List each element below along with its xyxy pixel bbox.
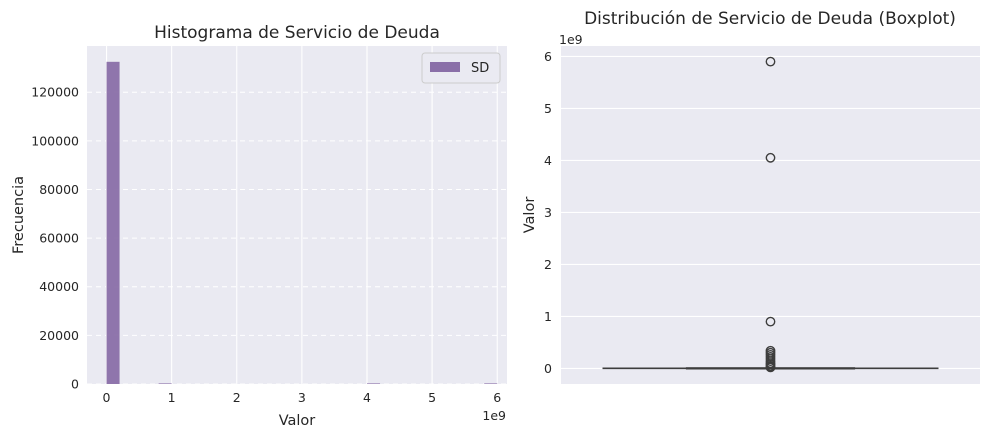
histogram-x-offset-label: 1e9 — [482, 408, 506, 423]
histogram-x-tick-label: 1 — [168, 390, 176, 405]
histogram-bar — [367, 383, 381, 384]
legend-frame — [421, 52, 501, 84]
boxplot-chart: 0 1 2 3 4 5 6 Distribución de Servicio de Deud… — [522, 9, 980, 384]
boxplot-y-tick-label: 2 — [544, 257, 552, 272]
histogram-y-tick-label: 60000 — [39, 231, 79, 246]
histogram-y-tick-label: 100000 — [31, 133, 79, 148]
histogram-y-tick-label: 40000 — [39, 279, 79, 294]
histogram-y-tick-label: 80000 — [39, 182, 79, 197]
histogram-chart: 0 1 2 3 4 5 6 0 20000 40000 60000 80000 100000 12000… — [11, 23, 507, 429]
histogram-x-tick-label: 0 — [103, 390, 111, 405]
histogram-x-tick-label: 4 — [363, 390, 371, 405]
boxplot-y-tick-label: 4 — [544, 153, 552, 168]
histogram-y-tick-label: 20000 — [39, 328, 79, 343]
boxplot-outlier-point — [765, 152, 776, 163]
histogram-plot-area — [87, 46, 507, 384]
boxplot-title: Distribución de Servicio de Deuda (Boxpl… — [584, 9, 956, 29]
histogram-y-ticks: 0 20000 40000 60000 80000 100000 120000 — [31, 85, 79, 392]
histogram-x-ticks: 0 1 2 3 4 5 6 — [103, 390, 502, 405]
boxplot-plot-area — [561, 46, 980, 384]
boxplot-y-tick-label: 6 — [544, 49, 552, 64]
boxplot-y-ticks: 0 1 2 3 4 5 6 — [544, 49, 552, 376]
histogram-y-tick-label: 0 — [71, 377, 79, 392]
histogram-bar — [158, 383, 172, 384]
histogram-legend: SD — [421, 52, 501, 84]
boxplot-y-tick-label: 5 — [544, 101, 552, 116]
histogram-bar — [106, 61, 120, 384]
histogram-x-tick-label: 3 — [298, 390, 306, 405]
boxplot-y-tick-label: 1 — [544, 309, 552, 324]
histogram-y-tick-label: 120000 — [31, 85, 79, 100]
boxplot-outlier-point — [765, 56, 776, 67]
boxplot-y-tick-label: 0 — [544, 361, 552, 376]
histogram-bars — [106, 61, 498, 384]
histogram-x-tick-label: 5 — [428, 390, 436, 405]
histogram-bar — [484, 383, 498, 384]
legend-swatch-sd — [430, 62, 460, 72]
histogram-x-tick-label: 6 — [493, 390, 501, 405]
boxplot-outliers — [765, 56, 776, 373]
boxplot-y-tick-label: 3 — [544, 205, 552, 220]
histogram-x-tick-label: 2 — [233, 390, 241, 405]
boxplot-y-axis-label: Valor — [522, 197, 538, 234]
histogram-x-axis-label: Valor — [279, 413, 316, 429]
histogram-title: Histograma de Servicio de Deuda — [154, 23, 440, 43]
boxplot-outlier-point — [765, 362, 776, 373]
legend-label-sd: SD — [471, 61, 489, 76]
histogram-y-axis-label: Frecuencia — [11, 176, 27, 254]
boxplot-y-offset-label: 1e9 — [559, 32, 583, 47]
histogram-gridlines — [87, 46, 507, 385]
boxplot-outlier-point — [765, 316, 776, 327]
